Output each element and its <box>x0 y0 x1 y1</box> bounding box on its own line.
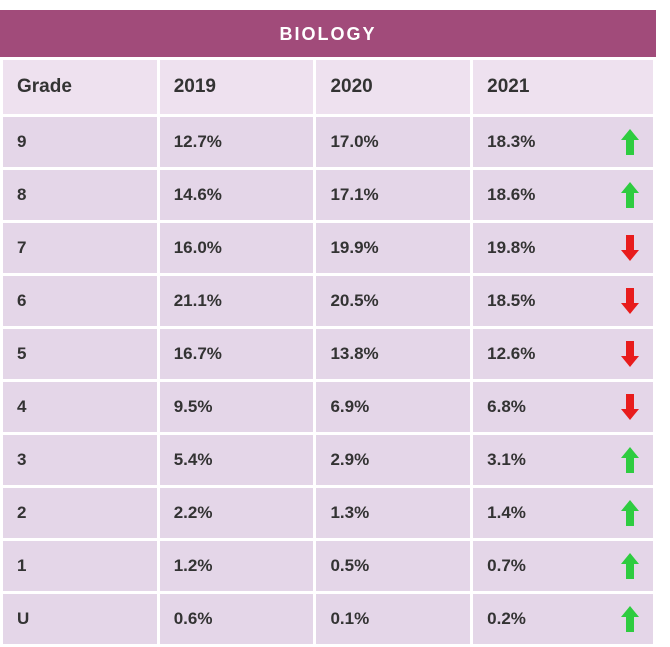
cell-2020: 1.3% <box>315 487 472 540</box>
cell-2020: 0.1% <box>315 593 472 646</box>
table-row: U0.6%0.1% 0.2% <box>2 593 655 646</box>
cell-grade: U <box>2 593 159 646</box>
cell-grade: 6 <box>2 275 159 328</box>
table-title: BIOLOGY <box>0 10 656 57</box>
table-row: 22.2%1.3% 1.4% <box>2 487 655 540</box>
arrow-down-icon <box>621 394 639 420</box>
arrow-up-icon <box>621 447 639 473</box>
cell-grade: 1 <box>2 540 159 593</box>
col-header-grade: Grade <box>2 59 159 116</box>
cell-2021-value: 18.6% <box>487 185 535 205</box>
arrow-up-icon <box>621 606 639 632</box>
col-header-2021: 2021 <box>472 59 655 116</box>
cell-2019: 5.4% <box>158 434 315 487</box>
cell-2021-value: 18.5% <box>487 291 535 311</box>
cell-2021-value: 12.6% <box>487 344 535 364</box>
cell-2021: 3.1% <box>472 434 655 487</box>
cell-2019: 2.2% <box>158 487 315 540</box>
cell-2019: 0.6% <box>158 593 315 646</box>
cell-2020: 0.5% <box>315 540 472 593</box>
arrow-down-icon <box>621 341 639 367</box>
cell-grade: 8 <box>2 169 159 222</box>
cell-grade: 4 <box>2 381 159 434</box>
table-row: 516.7%13.8% 12.6% <box>2 328 655 381</box>
cell-2020: 19.9% <box>315 222 472 275</box>
table-row: 814.6%17.1% 18.6% <box>2 169 655 222</box>
cell-2021: 0.2% <box>472 593 655 646</box>
cell-2019: 16.0% <box>158 222 315 275</box>
cell-2021-value: 18.3% <box>487 132 535 152</box>
table-header-row: Grade 2019 2020 2021 <box>2 59 655 116</box>
col-header-2020: 2020 <box>315 59 472 116</box>
cell-2019: 12.7% <box>158 116 315 169</box>
cell-2021: 0.7% <box>472 540 655 593</box>
cell-2019: 16.7% <box>158 328 315 381</box>
table-row: 621.1%20.5% 18.5% <box>2 275 655 328</box>
cell-grade: 9 <box>2 116 159 169</box>
cell-2019: 1.2% <box>158 540 315 593</box>
cell-2020: 17.1% <box>315 169 472 222</box>
table-container: BIOLOGY Grade 2019 2020 2021 912.7%17.0%… <box>0 0 670 647</box>
cell-2021: 18.5% <box>472 275 655 328</box>
cell-2021-value: 19.8% <box>487 238 535 258</box>
cell-2021: 1.4% <box>472 487 655 540</box>
table-row: 11.2%0.5% 0.7% <box>2 540 655 593</box>
cell-2021-value: 0.2% <box>487 609 526 629</box>
table-row: 912.7%17.0% 18.3% <box>2 116 655 169</box>
grade-table: Grade 2019 2020 2021 912.7%17.0%18.3%814… <box>0 57 656 647</box>
cell-2021: 6.8% <box>472 381 655 434</box>
cell-grade: 3 <box>2 434 159 487</box>
arrow-down-icon <box>621 235 639 261</box>
arrow-down-icon <box>621 288 639 314</box>
table-row: 49.5%6.9% 6.8% <box>2 381 655 434</box>
arrow-up-icon <box>621 500 639 526</box>
cell-2019: 21.1% <box>158 275 315 328</box>
col-header-2019: 2019 <box>158 59 315 116</box>
cell-2021: 12.6% <box>472 328 655 381</box>
cell-grade: 7 <box>2 222 159 275</box>
table-row: 35.4%2.9% 3.1% <box>2 434 655 487</box>
cell-2019: 14.6% <box>158 169 315 222</box>
arrow-up-icon <box>621 553 639 579</box>
table-row: 716.0%19.9% 19.8% <box>2 222 655 275</box>
cell-2020: 20.5% <box>315 275 472 328</box>
cell-2021-value: 3.1% <box>487 450 526 470</box>
cell-2020: 6.9% <box>315 381 472 434</box>
cell-grade: 2 <box>2 487 159 540</box>
cell-2021: 19.8% <box>472 222 655 275</box>
cell-2019: 9.5% <box>158 381 315 434</box>
cell-2021-value: 1.4% <box>487 503 526 523</box>
cell-2020: 13.8% <box>315 328 472 381</box>
cell-2021: 18.3% <box>472 116 655 169</box>
cell-2020: 2.9% <box>315 434 472 487</box>
cell-2021-value: 6.8% <box>487 397 526 417</box>
arrow-up-icon <box>621 129 639 155</box>
cell-2021-value: 0.7% <box>487 556 526 576</box>
cell-2020: 17.0% <box>315 116 472 169</box>
cell-2021: 18.6% <box>472 169 655 222</box>
cell-grade: 5 <box>2 328 159 381</box>
arrow-up-icon <box>621 182 639 208</box>
